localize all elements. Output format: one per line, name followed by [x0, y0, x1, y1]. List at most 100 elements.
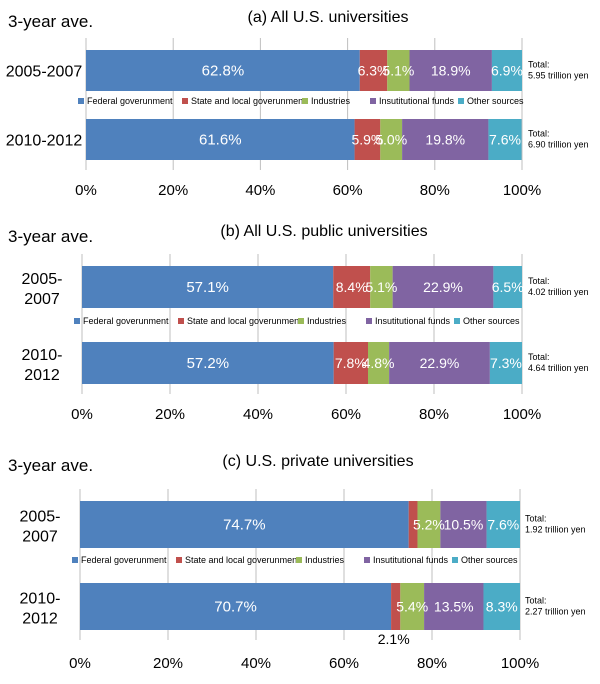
legend-swatch-other [458, 98, 464, 104]
bar-segment-federal [80, 583, 392, 630]
legend-swatch-federal [72, 557, 78, 563]
bar-segment-state-local [391, 583, 401, 630]
total-value: 4.02 trillion yen [528, 287, 589, 297]
bar-segment-other [486, 501, 520, 548]
x-tick-label: 40% [245, 182, 275, 199]
category-label-line1: 2010- [20, 591, 61, 608]
total-label: Total: [528, 60, 550, 70]
legend-entry: Insutitutional funds [373, 555, 449, 565]
data-label: 5.1% [382, 63, 414, 79]
legend-swatch-institutional [366, 318, 372, 324]
x-tick-label: 60% [331, 406, 361, 423]
legend-entry: Federal goverunment [87, 96, 173, 106]
data-label: 7.6% [489, 132, 521, 148]
x-tick-label: 60% [333, 182, 363, 199]
bar-segment-institutional [392, 266, 494, 308]
x-tick-label: 80% [417, 655, 447, 672]
bar-segment-other [488, 119, 522, 160]
data-label: 4.8% [363, 355, 395, 371]
bar-segment-state-local [333, 266, 371, 308]
data-label: 70.7% [214, 599, 257, 616]
total-label: Total: [528, 352, 550, 362]
data-label: 2.0% [393, 488, 425, 504]
corner-label: 3-year ave. [8, 227, 93, 246]
data-label: 2.1% [378, 631, 410, 647]
data-label: 74.7% [223, 517, 266, 534]
bar-segment-other [483, 583, 520, 630]
x-tick-label: 20% [158, 182, 188, 199]
data-label: 57.1% [186, 279, 229, 296]
category-label-line2: 2007 [22, 529, 58, 546]
legend-swatch-industries [298, 318, 304, 324]
legend-swatch-institutional [364, 557, 370, 563]
bar-segment-institutional [409, 50, 492, 91]
x-tick-label: 100% [503, 182, 541, 199]
legend-entry: State and local goverunment [191, 96, 306, 106]
x-tick-label: 40% [241, 655, 271, 672]
bar-segment-industries [387, 50, 410, 91]
x-tick-label: 0% [69, 655, 91, 672]
bar-segment-industries [380, 119, 403, 160]
legend-swatch-state-local [176, 557, 182, 563]
legend-entry: Insutitutional funds [379, 96, 455, 106]
corner-label: 3-year ave. [8, 456, 93, 475]
data-label: 8.4% [336, 279, 368, 295]
bar-segment-industries [400, 583, 425, 630]
data-label: 6.5% [492, 279, 524, 295]
data-label: 22.9% [423, 279, 463, 295]
bar-segment-other [491, 50, 522, 91]
category-label-line1: 2005- [20, 509, 61, 526]
bar-segment-federal [86, 50, 360, 91]
data-label: 5.2% [413, 517, 445, 533]
data-label: 5.1% [365, 279, 397, 295]
legend-swatch-other [452, 557, 458, 563]
x-tick-label: 60% [329, 655, 359, 672]
bar-segment-institutional [402, 119, 489, 160]
bar-segment-federal [86, 119, 355, 160]
bar-segment-other [489, 342, 522, 384]
legend-entry: State and local goverunment [185, 555, 300, 565]
bar-segment-industries [368, 342, 390, 384]
total-label: Total: [528, 129, 550, 139]
data-label: 5.0% [375, 132, 407, 148]
bar-segment-federal [80, 501, 409, 548]
legend-swatch-industries [302, 98, 308, 104]
x-tick-label: 40% [243, 406, 273, 423]
category-label: 2010-2012 [6, 133, 83, 150]
legend-entry: Federal goverunment [83, 316, 169, 326]
total-label: Total: [525, 596, 547, 606]
chart-title: (a) All U.S. universities [248, 9, 409, 26]
legend-swatch-federal [74, 318, 80, 324]
legend-entry: Industries [307, 316, 347, 326]
total-value: 6.90 trillion yen [528, 140, 589, 150]
chart-title: (b) All U.S. public universities [220, 223, 427, 240]
legend-entry: Industries [305, 555, 345, 565]
data-label: 5.4% [396, 599, 428, 615]
category-label-line2: 2012 [24, 367, 60, 384]
total-value: 4.64 trillion yen [528, 363, 589, 373]
legend-entry: Other sources [463, 316, 520, 326]
category-label-line2: 2007 [24, 291, 60, 308]
legend-swatch-state-local [182, 98, 188, 104]
total-value: 1.92 trillion yen [525, 525, 586, 535]
legend-entry: Insutitutional funds [375, 316, 451, 326]
legend-entry: State and local goverunment [187, 316, 302, 326]
bar-segment-institutional [440, 501, 487, 548]
bar-segment-industries [417, 501, 441, 548]
data-label: 6.3% [358, 63, 390, 79]
chart-title: (c) U.S. private universities [222, 453, 413, 470]
data-label: 10.5% [444, 517, 484, 533]
legend-swatch-federal [78, 98, 84, 104]
x-tick-label: 0% [71, 406, 93, 423]
bar-segment-state-local [408, 501, 418, 548]
x-tick-label: 80% [420, 182, 450, 199]
data-label: 13.5% [434, 599, 474, 615]
x-tick-label: 100% [503, 406, 541, 423]
legend-entry: Other sources [461, 555, 518, 565]
bar-segment-federal [82, 342, 334, 384]
legend-entry: Federal goverunment [81, 555, 167, 565]
data-label: 7.6% [487, 517, 519, 533]
bar-segment-institutional [424, 583, 484, 630]
